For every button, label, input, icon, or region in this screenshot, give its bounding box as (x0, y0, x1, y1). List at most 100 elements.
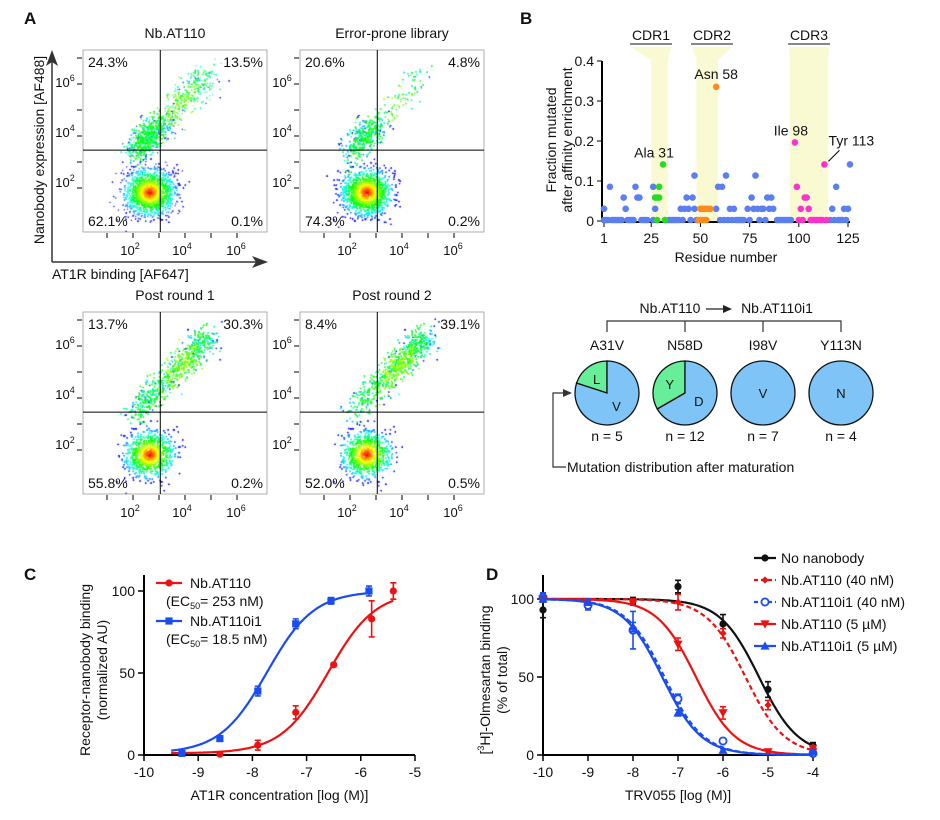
x-tick-label: 102 (337, 503, 356, 520)
x-tick-label: 106 (443, 241, 462, 258)
legend-marker (760, 620, 770, 629)
data-point (327, 597, 335, 605)
quadrant-upper-left-percent: 8.4% (305, 316, 337, 332)
pie-slice-label: D (694, 394, 703, 409)
x-tick-label: -9 (192, 764, 205, 780)
cdr-label: CDR2 (693, 27, 731, 43)
arrow-right-icon (252, 256, 268, 268)
mutation-point-framework (691, 205, 698, 213)
y-tick-label: 0 (526, 747, 534, 763)
quadrant-lower-left-percent: 74.3% (305, 213, 345, 229)
y-tick-label: 0 (586, 213, 594, 229)
sample-count-label: n = 4 (825, 428, 857, 444)
data-point (673, 640, 683, 649)
pie-title-to: Nb.AT110i1 (741, 300, 813, 316)
fit-curve (171, 592, 370, 752)
mutation-point-framework (740, 216, 748, 224)
data-point (538, 594, 548, 603)
data-point (718, 745, 728, 754)
mutation-point-framework (687, 216, 694, 224)
mutation-point-cdr3 (803, 194, 810, 201)
cdr-region-shading (631, 47, 671, 221)
x-tick-label: 106 (443, 503, 462, 520)
x-tick-label: 100 (787, 230, 811, 246)
flow-plot-frame (82, 49, 268, 233)
mutation-label: N58D (667, 337, 703, 353)
mutation-point-framework (746, 216, 753, 224)
mutation-point-framework (689, 194, 696, 201)
arrow-up-icon (46, 50, 58, 66)
quadrant-lower-left-percent: 52.0% (305, 475, 345, 491)
sample-count-label: n = 5 (591, 428, 623, 444)
mutation-point-framework (683, 194, 690, 201)
mutation-point-cdr3 (823, 216, 830, 224)
cdr-region-shading (789, 47, 829, 221)
y-tick-label: 104 (55, 385, 74, 402)
x-axis-label: TRV055 [log (M)] (625, 787, 731, 803)
point-annotation: Ile 98 (774, 122, 808, 138)
quadrant-lower-right-percent: 0.2% (448, 213, 480, 229)
mutation-point-cdr1 (655, 194, 663, 201)
y-tick-label: 104 (272, 123, 291, 140)
data-point (365, 587, 373, 595)
y-tick-label: 106 (272, 73, 291, 90)
pie-slice-label: L (593, 372, 600, 387)
data-point (254, 687, 262, 695)
pie-title-from: Nb.AT110 (640, 300, 701, 316)
flow-density-plot (83, 50, 267, 232)
pie-slice-label: N (836, 386, 845, 401)
mutation-point-framework (744, 205, 751, 213)
footnote-connector (552, 392, 566, 468)
x-tick-label: -10 (533, 764, 553, 780)
mutation-point-cdr1 (655, 183, 663, 191)
mutation-label: I98V (749, 337, 778, 353)
panel-a: Nb.AT110 24.3% 13.5% 62.1% 0.1% 102 104 106 102 1… (31, 25, 485, 520)
fit-curve (542, 598, 813, 756)
y-axis-label: Receptor-nanobody binding (77, 584, 93, 756)
flow-plot-title: Error-prone library (335, 25, 449, 41)
data-point (292, 620, 300, 628)
data-point (763, 748, 773, 757)
flow-density-plot (300, 50, 484, 232)
pie-slice-label: Y (665, 377, 674, 392)
quadrant-lower-left-percent: 62.1% (88, 213, 128, 229)
data-point (719, 620, 727, 628)
x-tick-label: 102 (337, 241, 356, 258)
pie-slice-label: V (612, 399, 621, 414)
y-tick-label: 0.1 (575, 173, 595, 189)
x-tick-label: 106 (226, 503, 245, 520)
mutation-point-framework (844, 205, 852, 213)
pie-slice-label: V (759, 386, 768, 401)
mutation-point-framework (679, 216, 687, 224)
flow-plot-title: Post round 1 (135, 287, 215, 303)
flow-plot-frame (82, 311, 268, 495)
y-tick-label: 0.2 (575, 133, 595, 149)
quadrant-lower-right-percent: 0.2% (231, 475, 263, 491)
footnote-text: Mutation distribution after maturation (567, 459, 794, 475)
quadrant-upper-left-percent: 20.6% (305, 54, 345, 70)
legend-label: No nanobody (781, 550, 864, 566)
data-point (583, 597, 593, 606)
x-axis-label: Residue number (675, 249, 778, 265)
data-point (674, 582, 682, 591)
legend-marker (165, 617, 173, 625)
sample-count-label: n = 12 (665, 428, 705, 444)
legend-label: Nb.AT110i1 (40 nM) (781, 594, 905, 610)
annotation-leader-line (828, 150, 840, 162)
quadrant-upper-right-percent: 4.8% (448, 54, 480, 70)
x-axis-label: AT1R binding [AF647] (52, 266, 189, 282)
mutation-point-framework (760, 205, 767, 213)
panel-label-d: D (486, 565, 498, 584)
legend-marker (761, 576, 769, 584)
mutation-point-framework (828, 205, 836, 213)
data-point (539, 606, 547, 614)
flow-density-plot (300, 312, 484, 494)
mutation-point-cdr3 (793, 183, 801, 191)
x-tick-label: -8 (246, 764, 259, 780)
data-point (718, 709, 728, 718)
point-annotation: Tyr 113 (829, 132, 875, 148)
quadrant-upper-right-percent: 13.5% (223, 54, 263, 70)
mutation-point-framework (712, 205, 720, 213)
